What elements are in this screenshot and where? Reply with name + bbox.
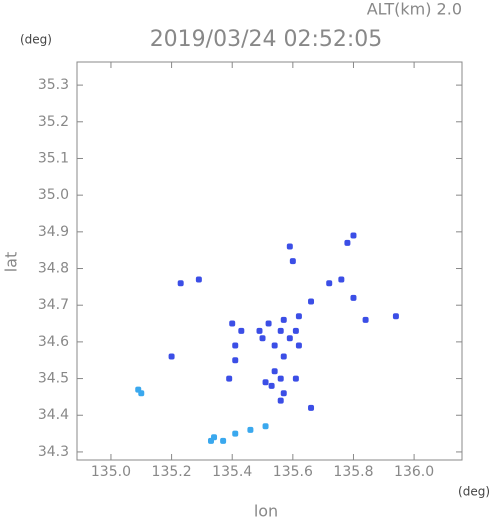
- echo-point: [392, 313, 399, 320]
- echo-point: [262, 379, 269, 386]
- y-tick-label: 34.8: [38, 261, 69, 277]
- annotation: ALT(km) 2.0: [367, 0, 462, 19]
- echo-point: [286, 335, 293, 342]
- x-label: lon: [254, 502, 278, 521]
- x-tick-label: 135.0: [91, 464, 131, 480]
- echo-point: [229, 320, 236, 327]
- y-tick-label: 35.3: [38, 77, 69, 93]
- y-tick-label: 35.1: [38, 150, 69, 166]
- echo-point: [344, 239, 351, 246]
- echo-point: [308, 404, 315, 411]
- echo-point: [286, 243, 293, 250]
- echo-point: [262, 423, 269, 430]
- echo-point: [195, 276, 202, 283]
- echo-point: [177, 280, 184, 287]
- echo-point: [338, 276, 345, 283]
- x-tick-label: 135.4: [212, 464, 252, 480]
- echo-point: [308, 298, 315, 305]
- y-label: lat: [2, 252, 21, 273]
- echo-point: [232, 357, 239, 364]
- echo-point: [220, 437, 227, 444]
- echo-point: [277, 397, 284, 404]
- y-tick-label: 34.3: [38, 444, 69, 460]
- plot-frame: [76, 61, 463, 461]
- echo-point: [295, 313, 302, 320]
- x-tick-label: 135.6: [273, 464, 313, 480]
- y-tick-label: 34.7: [38, 297, 69, 313]
- y-tick-label: 34.4: [38, 407, 69, 423]
- echo-point: [232, 430, 239, 437]
- x-tick-label: 136.0: [394, 464, 434, 480]
- x-unit: (deg): [458, 485, 490, 499]
- echo-point: [326, 280, 333, 287]
- echo-point: [238, 327, 245, 334]
- echo-point: [280, 316, 287, 323]
- echo-point: [280, 353, 287, 360]
- echo-point: [292, 327, 299, 334]
- echo-point: [350, 294, 357, 301]
- echo-point: [247, 426, 254, 433]
- echo-point: [362, 316, 369, 323]
- echo-point: [232, 342, 239, 349]
- x-tick-label: 135.2: [152, 464, 192, 480]
- echo-point: [271, 368, 278, 375]
- echo-point: [280, 390, 287, 397]
- echo-point: [135, 386, 142, 393]
- echo-point: [226, 375, 233, 382]
- y-tick-label: 35.2: [38, 114, 69, 130]
- echo-point: [292, 375, 299, 382]
- echo-point: [268, 382, 275, 389]
- chart-title: 2019/03/24 02:52:05: [150, 27, 383, 52]
- echo-point: [271, 342, 278, 349]
- echo-point: [277, 327, 284, 334]
- x-tick-label: 135.8: [333, 464, 373, 480]
- echo-point: [277, 375, 284, 382]
- echo-point: [207, 437, 214, 444]
- y-tick-label: 34.6: [38, 334, 69, 350]
- y-tick-label: 34.9: [38, 224, 69, 240]
- echo-point: [295, 342, 302, 349]
- echo-point: [259, 335, 266, 342]
- y-tick-label: 34.5: [38, 371, 69, 387]
- echo-point: [350, 232, 357, 239]
- echo-point: [168, 353, 175, 360]
- y-unit: (deg): [20, 33, 52, 47]
- echo-point: [265, 320, 272, 327]
- echo-point: [256, 327, 263, 334]
- y-tick-label: 35.0: [38, 187, 69, 203]
- echo-point: [289, 258, 296, 265]
